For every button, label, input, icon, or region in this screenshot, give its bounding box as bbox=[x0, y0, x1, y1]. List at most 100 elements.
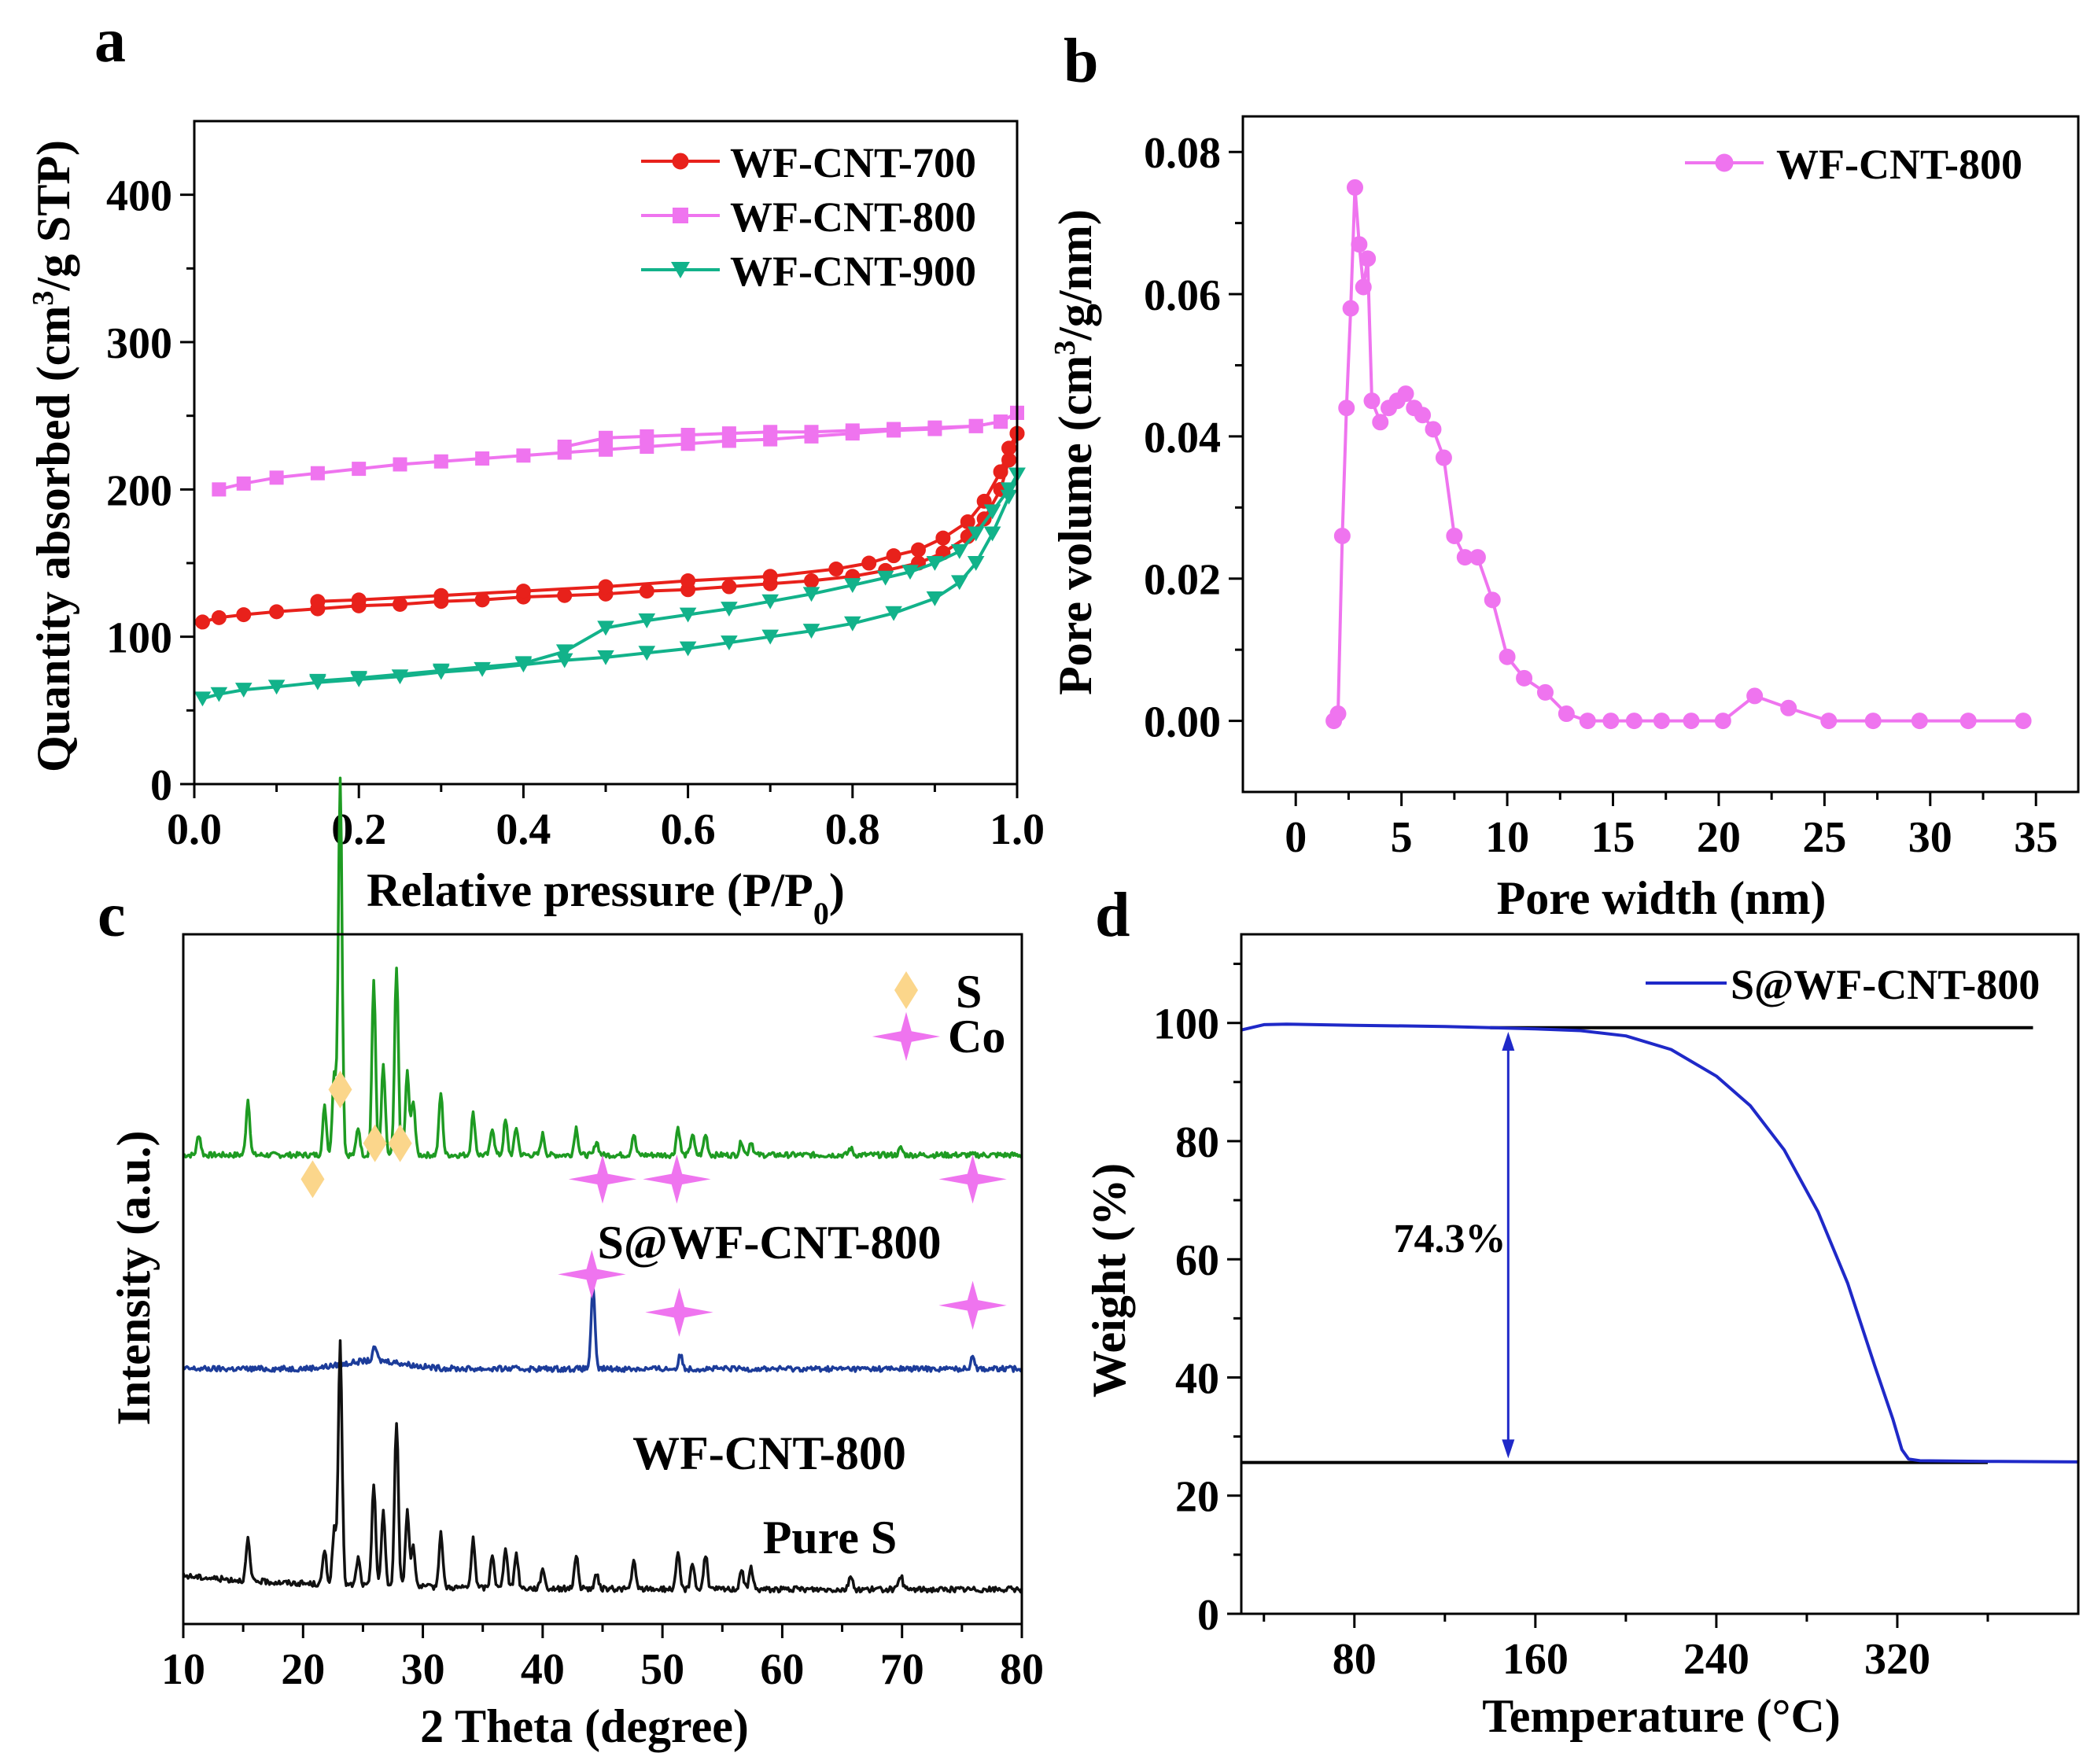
legend-label-wf-cnt-800: WF-CNT-800 bbox=[730, 193, 976, 241]
panel-a-ytick-label: 100 bbox=[106, 614, 172, 663]
data-point-wf-cnt-800 bbox=[1820, 713, 1838, 730]
data-point-wf-cnt-900 bbox=[967, 556, 985, 571]
panel-a-ytick-label: 0 bbox=[150, 761, 172, 810]
legend-symbol-s bbox=[894, 971, 918, 1009]
series-line-s-wf-cnt-800 bbox=[1241, 1022, 2079, 1464]
panel-d-xlabel: Temperature (°C) bbox=[1482, 1690, 1841, 1742]
panel-b-xtick-label: 35 bbox=[2014, 813, 2058, 862]
data-point-wf-cnt-700 bbox=[351, 592, 367, 608]
data-point-wf-cnt-800 bbox=[1602, 713, 1620, 730]
panel-label-d: d bbox=[1095, 881, 1130, 950]
panel-b-ytick-label: 0.00 bbox=[1144, 698, 1221, 747]
data-point-wf-cnt-800 bbox=[310, 466, 325, 481]
panel-b-ylabel-part: Pore volume (cm bbox=[1049, 355, 1101, 695]
data-point-wf-cnt-800 bbox=[1355, 278, 1372, 296]
data-point-wf-cnt-800 bbox=[1653, 713, 1670, 730]
panel-c-xtick-label: 80 bbox=[1000, 1645, 1044, 1694]
data-point-wf-cnt-900 bbox=[679, 641, 697, 657]
legend-marker-wf-cnt-800 bbox=[673, 208, 688, 223]
legend-label-co: Co bbox=[948, 1011, 1005, 1062]
data-point-wf-cnt-900 bbox=[194, 691, 212, 707]
data-point-wf-cnt-700 bbox=[886, 548, 901, 564]
data-point-wf-cnt-900 bbox=[885, 606, 902, 621]
data-point-wf-cnt-700 bbox=[269, 604, 285, 620]
panel-label-c: c bbox=[98, 881, 126, 950]
data-point-wf-cnt-700 bbox=[935, 530, 951, 546]
data-point-wf-cnt-800 bbox=[1536, 683, 1554, 701]
panel-a-xtick-label: 1.0 bbox=[990, 805, 1045, 854]
data-point-wf-cnt-800 bbox=[1338, 400, 1355, 417]
data-point-wf-cnt-700 bbox=[639, 584, 654, 599]
data-point-wf-cnt-800 bbox=[968, 418, 983, 433]
panel-b-xtick-label: 25 bbox=[1802, 813, 1846, 862]
panel-b-xtick-label: 15 bbox=[1591, 813, 1635, 862]
data-point-wf-cnt-900 bbox=[983, 526, 1001, 542]
legend-marker-wf-cnt-700 bbox=[672, 153, 689, 170]
data-point-wf-cnt-800 bbox=[721, 426, 736, 441]
data-point-wf-cnt-800 bbox=[1683, 713, 1700, 730]
data-point-wf-cnt-900 bbox=[555, 653, 573, 668]
data-point-wf-cnt-800 bbox=[1959, 713, 1977, 730]
data-point-wf-cnt-900 bbox=[210, 687, 228, 702]
data-point-wf-cnt-900 bbox=[926, 556, 944, 571]
panel-b-ytick-label: 0.08 bbox=[1144, 129, 1221, 178]
data-point-wf-cnt-900 bbox=[761, 594, 779, 609]
data-point-wf-cnt-800 bbox=[2015, 713, 2032, 730]
legend-label-wf-cnt-800: WF-CNT-800 bbox=[1776, 141, 2022, 188]
panel-b-ylabel-part: 3 bbox=[1049, 341, 1082, 355]
data-point-wf-cnt-800 bbox=[680, 428, 695, 443]
panel-c-xtick-label: 40 bbox=[521, 1645, 565, 1694]
data-point-wf-cnt-700 bbox=[804, 573, 819, 588]
data-point-wf-cnt-700 bbox=[910, 542, 926, 558]
data-point-wf-cnt-900 bbox=[876, 570, 894, 586]
data-point-wf-cnt-700 bbox=[557, 587, 573, 603]
panel-d-ytick-label: 0 bbox=[1197, 1591, 1219, 1640]
legend-label-wf-cnt-700: WF-CNT-700 bbox=[730, 139, 976, 186]
series-label-pure-s: Pure S bbox=[763, 1512, 898, 1563]
data-point-wf-cnt-800 bbox=[599, 430, 613, 445]
panel-d-ytick-label: 20 bbox=[1175, 1473, 1219, 1522]
data-point-wf-cnt-800 bbox=[1516, 669, 1533, 687]
data-point-wf-cnt-800 bbox=[1351, 236, 1368, 253]
panel-d-ylabel: Weight (%) bbox=[1083, 1163, 1135, 1398]
data-point-wf-cnt-900 bbox=[474, 661, 491, 677]
panel-b-pore-distribution: 0 5 10 15 20 25 30 35 0.00 0.02 0.04 0.06 0.08 Pore w… bbox=[1049, 115, 2080, 924]
panel-b-xtick-label: 5 bbox=[1391, 813, 1413, 862]
panel-a-ylabel-part: /g STP) bbox=[28, 140, 79, 292]
data-point-wf-cnt-900 bbox=[983, 504, 1001, 520]
panel-c-xtick-label: 70 bbox=[880, 1645, 924, 1694]
data-point-wf-cnt-900 bbox=[391, 669, 409, 685]
data-point-wf-cnt-800 bbox=[516, 448, 531, 463]
data-point-wf-cnt-800 bbox=[212, 482, 227, 497]
data-point-wf-cnt-800 bbox=[269, 470, 284, 485]
panel-a-isotherm: 0.0 0.2 0.4 0.6 0.8 1.00100200300400Relative … bbox=[27, 120, 1045, 931]
panel-c-ylabel-part: Intensity (a.u.) bbox=[108, 1130, 160, 1425]
legend-marker-wf-cnt-900 bbox=[671, 262, 690, 278]
data-point-wf-cnt-900 bbox=[638, 613, 656, 628]
panel-b-ytick-label: 0.04 bbox=[1144, 414, 1221, 462]
data-point-wf-cnt-700 bbox=[393, 596, 407, 612]
data-point-wf-cnt-800 bbox=[1425, 421, 1442, 438]
panel-d-xtick-label: 80 bbox=[1333, 1635, 1377, 1684]
panel-b-ylabel-part: /g/nm) bbox=[1049, 209, 1101, 341]
phase-marker-co bbox=[568, 1155, 637, 1204]
panel-a-xtick-label: 0.8 bbox=[825, 805, 880, 854]
panel-a-xtick-label: 0.6 bbox=[661, 805, 716, 854]
data-point-wf-cnt-700 bbox=[194, 614, 210, 630]
panel-d-ytick-label: 100 bbox=[1153, 1000, 1219, 1049]
panel-a-ytick-label: 400 bbox=[106, 172, 172, 221]
panel-c-xtick-label: 30 bbox=[401, 1645, 445, 1694]
data-point-wf-cnt-700 bbox=[474, 592, 490, 608]
panel-c-xrd: 10 20 30 40 50 60 70 80 2 Theta (degree) Intensit… bbox=[108, 776, 1044, 1752]
data-point-wf-cnt-800 bbox=[1329, 705, 1347, 723]
data-point-wf-cnt-800 bbox=[1911, 713, 1928, 730]
data-point-wf-cnt-800 bbox=[1372, 414, 1389, 431]
panel-b-ylabel: Pore volume (cm3/g/nm) bbox=[1049, 209, 1101, 695]
data-point-wf-cnt-800 bbox=[1746, 687, 1764, 705]
data-point-wf-cnt-900 bbox=[901, 565, 919, 580]
series-line-wf-cnt-800-desorption bbox=[564, 411, 1018, 448]
data-point-wf-cnt-900 bbox=[638, 646, 656, 661]
data-point-wf-cnt-800 bbox=[994, 414, 1008, 429]
xrd-series-pure s bbox=[182, 1339, 1023, 1594]
data-point-wf-cnt-800 bbox=[1579, 713, 1596, 730]
